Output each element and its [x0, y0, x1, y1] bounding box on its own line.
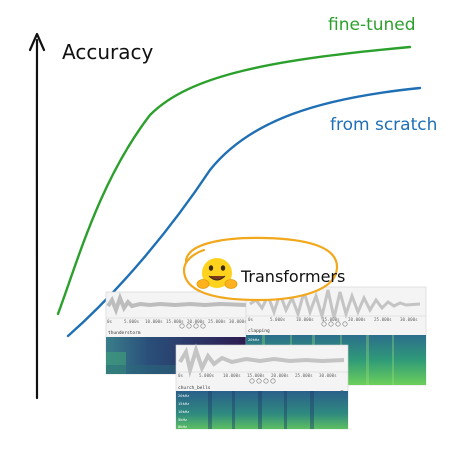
player-controls[interactable]	[321, 321, 348, 327]
freq-tick: 20kHz	[178, 393, 189, 398]
tick-label: 15.000s	[247, 373, 265, 378]
hugging-face-emoji-icon	[196, 258, 238, 289]
tick-label: 15.000s	[166, 319, 184, 324]
tick-label: 0s	[178, 373, 184, 378]
waveform-church-bells	[178, 343, 345, 378]
stop-icon[interactable]	[200, 323, 206, 329]
tick-label: 10.000s	[223, 373, 241, 378]
from-scratch-curve	[66, 86, 422, 338]
from-scratch-label: from scratch	[330, 115, 437, 135]
tick-label: 20.000s	[348, 317, 366, 322]
forward-icon[interactable]	[193, 323, 199, 329]
spectrogram-church-bells	[176, 391, 348, 429]
fine-tuned-label: fine-tuned	[328, 15, 416, 35]
tick-label: 25.000s	[295, 373, 313, 378]
tick-label: 20.000s	[187, 319, 205, 324]
audio-label-thunderstorm: thunderstorm	[108, 330, 141, 336]
tick-label: 5.000s	[199, 373, 215, 378]
freq-tick: 10kHz	[178, 409, 189, 414]
audio-panel-church-bells: 0s 5.000s 10.000s 15.000s 20.000s 25.000…	[175, 343, 349, 430]
tick-label: 15.000s	[322, 317, 340, 322]
stop-icon[interactable]	[270, 378, 276, 384]
transformers-badge: Transformers	[182, 236, 345, 302]
audio-label-church-bells: church_bells	[178, 385, 211, 391]
freq-tick: 20kHz	[248, 337, 259, 342]
freq-tick: 5kHz	[178, 417, 187, 422]
fine-tuned-curve	[56, 45, 412, 316]
stop-icon[interactable]	[342, 321, 348, 327]
tick-label: 5.000s	[124, 319, 140, 324]
audio-label-clapping: clapping	[248, 328, 270, 334]
rewind-icon[interactable]	[179, 323, 185, 329]
play-icon[interactable]	[186, 323, 192, 329]
tick-label: 25.000s	[374, 317, 392, 322]
forward-icon[interactable]	[335, 321, 341, 327]
freq-tick: 0kHz	[178, 424, 187, 429]
tick-label: 30.000s	[400, 317, 418, 322]
player-controls[interactable]	[179, 323, 206, 329]
player-controls[interactable]	[249, 378, 276, 384]
y-axis-label: Accuracy	[62, 40, 153, 64]
tick-label: 0s	[248, 317, 254, 322]
waveform-thunderstorm	[106, 292, 247, 316]
tick-label: 0s	[107, 319, 113, 324]
play-icon[interactable]	[328, 321, 334, 327]
tick-label: 25.000s	[208, 319, 226, 324]
rewind-icon[interactable]	[321, 321, 327, 327]
spectrogram-texture	[208, 391, 314, 429]
tick-label: 20.000s	[271, 373, 289, 378]
tick-label: 10.000s	[296, 317, 314, 322]
play-icon[interactable]	[256, 378, 262, 384]
y-axis	[28, 32, 46, 400]
badge-text: Transformers	[240, 267, 345, 286]
rewind-icon[interactable]	[249, 378, 255, 384]
tick-label: 5.000s	[270, 317, 286, 322]
tick-label: 30.000s	[319, 373, 337, 378]
waveform-clapping	[249, 286, 421, 322]
freq-tick: 15kHz	[178, 401, 189, 406]
tick-label: 30.000s	[229, 319, 247, 324]
forward-icon[interactable]	[263, 378, 269, 384]
tick-label: 10.000s	[145, 319, 163, 324]
